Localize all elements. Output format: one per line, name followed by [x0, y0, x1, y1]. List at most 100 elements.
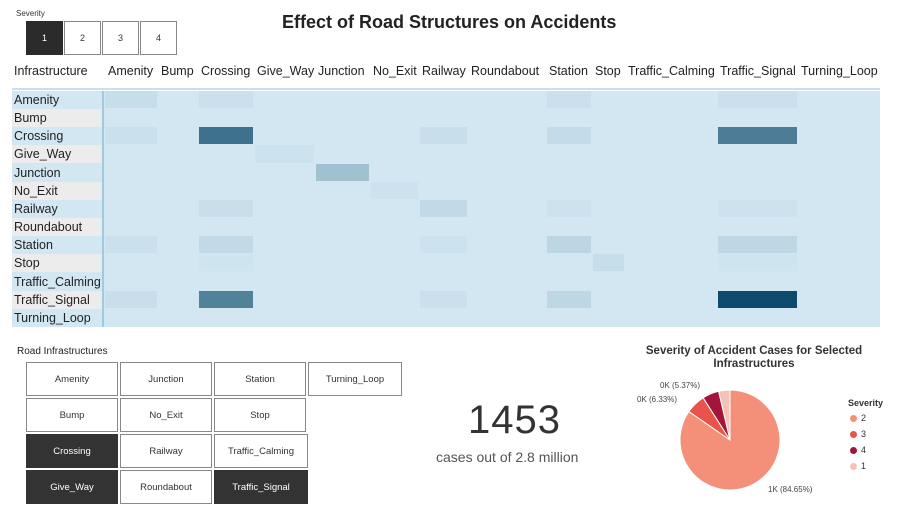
infrastructure-option-roundabout[interactable]: Roundabout — [120, 470, 212, 504]
matrix-cell[interactable] — [799, 236, 880, 254]
matrix-cell[interactable] — [799, 254, 880, 272]
matrix-cell[interactable] — [371, 290, 418, 308]
severity-option-4[interactable]: 4 — [140, 21, 177, 55]
matrix-cell[interactable] — [105, 254, 157, 272]
infrastructure-option-crossing[interactable]: Crossing — [26, 434, 118, 468]
matrix-cell[interactable] — [316, 109, 369, 127]
matrix-cell[interactable] — [316, 218, 369, 236]
matrix-cell[interactable] — [469, 145, 545, 163]
matrix-cell[interactable] — [371, 163, 418, 181]
matrix-cell[interactable] — [159, 145, 197, 163]
matrix-cell[interactable] — [159, 254, 197, 272]
matrix-cell[interactable] — [255, 181, 314, 199]
matrix-cell[interactable] — [593, 218, 624, 236]
matrix-cell[interactable] — [547, 272, 591, 290]
matrix-cell[interactable] — [718, 109, 797, 127]
severity-option-2[interactable]: 2 — [64, 21, 101, 55]
matrix-cell[interactable] — [316, 199, 369, 218]
matrix-cell[interactable] — [199, 91, 253, 109]
matrix-cell[interactable] — [316, 290, 369, 308]
infrastructure-option-junction[interactable]: Junction — [120, 362, 212, 396]
matrix-cell[interactable] — [593, 109, 624, 127]
matrix-cell[interactable] — [105, 236, 157, 254]
matrix-cell[interactable] — [799, 127, 880, 145]
matrix-cell[interactable] — [626, 254, 716, 272]
matrix-cell[interactable] — [159, 290, 197, 308]
severity-pie-chart[interactable] — [600, 375, 800, 505]
matrix-cell[interactable] — [255, 145, 314, 163]
matrix-cell[interactable] — [469, 199, 545, 218]
legend-item[interactable]: 4 — [850, 445, 866, 455]
matrix-cell[interactable] — [105, 91, 157, 109]
matrix-cell[interactable] — [547, 199, 591, 218]
matrix-cell[interactable] — [371, 236, 418, 254]
matrix-cell[interactable] — [316, 145, 369, 163]
matrix-cell[interactable] — [420, 163, 467, 181]
matrix-cell[interactable] — [199, 236, 253, 254]
matrix-cell[interactable] — [626, 109, 716, 127]
matrix-cell[interactable] — [371, 272, 418, 290]
matrix-cell[interactable] — [159, 308, 197, 326]
matrix-cell[interactable] — [626, 145, 716, 163]
matrix-cell[interactable] — [718, 254, 797, 272]
matrix-cell[interactable] — [593, 199, 624, 218]
matrix-cell[interactable] — [255, 308, 314, 326]
matrix-cell[interactable] — [593, 163, 624, 181]
severity-option-3[interactable]: 3 — [102, 21, 139, 55]
matrix-cell[interactable] — [718, 181, 797, 199]
matrix-cell[interactable] — [105, 181, 157, 199]
matrix-cell[interactable] — [420, 91, 467, 109]
matrix-cell[interactable] — [547, 181, 591, 199]
matrix-cell[interactable] — [159, 181, 197, 199]
matrix-cell[interactable] — [316, 308, 369, 326]
matrix-cell[interactable] — [371, 145, 418, 163]
matrix-cell[interactable] — [159, 218, 197, 236]
matrix-cell[interactable] — [316, 127, 369, 145]
matrix-cell[interactable] — [626, 163, 716, 181]
matrix-cell[interactable] — [799, 290, 880, 308]
matrix-cell[interactable] — [420, 145, 467, 163]
matrix-cell[interactable] — [105, 272, 157, 290]
matrix-cell[interactable] — [371, 308, 418, 326]
matrix-cell[interactable] — [626, 181, 716, 199]
matrix-cell[interactable] — [626, 236, 716, 254]
infrastructure-option-railway[interactable]: Railway — [120, 434, 212, 468]
matrix-cell[interactable] — [469, 163, 545, 181]
matrix-cell[interactable] — [199, 308, 253, 326]
matrix-cell[interactable] — [718, 163, 797, 181]
matrix-cell[interactable] — [105, 199, 157, 218]
matrix-cell[interactable] — [593, 236, 624, 254]
matrix-cell[interactable] — [626, 127, 716, 145]
matrix-cell[interactable] — [799, 91, 880, 109]
matrix-cell[interactable] — [469, 109, 545, 127]
matrix-cell[interactable] — [547, 218, 591, 236]
infrastructure-option-no-exit[interactable]: No_Exit — [120, 398, 212, 432]
matrix-cell[interactable] — [199, 272, 253, 290]
matrix-cell[interactable] — [626, 272, 716, 290]
matrix-cell[interactable] — [159, 236, 197, 254]
infrastructure-option-stop[interactable]: Stop — [214, 398, 306, 432]
matrix-cell[interactable] — [718, 199, 797, 218]
matrix-cell[interactable] — [159, 163, 197, 181]
matrix-cell[interactable] — [799, 145, 880, 163]
matrix-cell[interactable] — [420, 127, 467, 145]
matrix-cell[interactable] — [316, 91, 369, 109]
matrix-cell[interactable] — [316, 181, 369, 199]
matrix-cell[interactable] — [199, 218, 253, 236]
legend-item[interactable]: 1 — [850, 461, 866, 471]
matrix-cell[interactable] — [547, 91, 591, 109]
matrix-cell[interactable] — [199, 290, 253, 308]
matrix-cell[interactable] — [159, 199, 197, 218]
matrix-cell[interactable] — [593, 145, 624, 163]
matrix-cell[interactable] — [199, 181, 253, 199]
matrix-cell[interactable] — [420, 236, 467, 254]
matrix-cell[interactable] — [105, 127, 157, 145]
matrix-cell[interactable] — [718, 145, 797, 163]
matrix-cell[interactable] — [255, 163, 314, 181]
matrix-cell[interactable] — [593, 308, 624, 326]
matrix-cell[interactable] — [371, 91, 418, 109]
matrix-cell[interactable] — [105, 308, 157, 326]
matrix-cell[interactable] — [159, 109, 197, 127]
matrix-cell[interactable] — [199, 199, 253, 218]
matrix-cell[interactable] — [593, 290, 624, 308]
